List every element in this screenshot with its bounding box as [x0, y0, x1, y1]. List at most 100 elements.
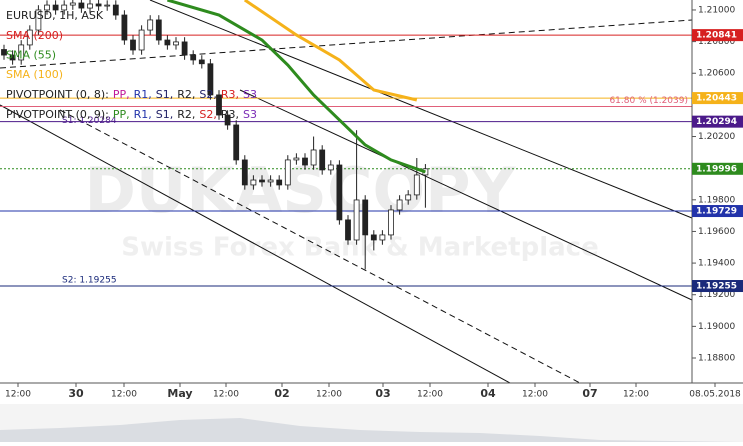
candle-body: [78, 2, 85, 9]
watermark-sub: Swiss Forex Bank & Marketplace: [121, 233, 598, 263]
candle-body: [293, 157, 300, 161]
y-tick-label: 1.20600: [698, 69, 735, 79]
candle-body: [207, 63, 214, 96]
x-tick-label: 12:00: [316, 390, 342, 400]
candle-body: [198, 59, 205, 65]
y-tick-label: 1.19200: [698, 290, 735, 300]
s1-label: S1: 1.20284: [62, 116, 117, 126]
candle-body: [310, 149, 317, 166]
channel-line: [239, 89, 693, 301]
candle-body: [9, 54, 16, 61]
y-tick-label: 1.20800: [698, 37, 735, 47]
candle-body: [302, 157, 308, 166]
level-box: [692, 162, 743, 175]
candle-body: [35, 9, 42, 31]
candle-body: [276, 179, 283, 186]
candle-body: [327, 164, 334, 171]
pivot-legend: R1,: [134, 88, 152, 101]
s2-label: S2: 1.19255: [62, 276, 117, 286]
channel-line: [149, 0, 693, 219]
x-tick-label: 04: [480, 387, 496, 400]
candle-body: [44, 4, 50, 11]
x-tick-label: 12:00: [213, 390, 239, 400]
channel-line: [0, 104, 511, 384]
candle-body: [155, 19, 162, 41]
pivot-legend: S3: [243, 88, 257, 101]
candle-body: [370, 234, 377, 241]
x-tick-label: 30: [68, 387, 84, 400]
pivot-legend: S2,: [199, 108, 216, 121]
candle-body: [267, 179, 274, 183]
candle-body: [181, 41, 188, 56]
candle-body: [241, 159, 248, 186]
y-tick-label: 1.21000: [698, 5, 735, 15]
sma-line: [243, 0, 418, 102]
pivot-legend: PP,: [113, 88, 130, 101]
level-label: 1.19996: [696, 164, 737, 174]
legend-entry: SMA (200): [6, 29, 63, 42]
candle-body: [26, 29, 33, 46]
candle-body: [250, 179, 257, 186]
pivot-legend: R1,: [134, 108, 152, 121]
pivot-legend: S2,: [199, 88, 216, 101]
x-tick-label: 07: [582, 387, 597, 400]
fib-label: 61.80 % (1.2039): [609, 96, 688, 106]
level-box: [692, 115, 743, 128]
candle-body: [69, 2, 76, 6]
x-tick-label: 12:00: [111, 390, 137, 400]
pivot-legend: R2,: [177, 108, 195, 121]
pivot-legend: PP,: [113, 108, 130, 121]
candle-body: [121, 14, 128, 41]
trend-line: [0, 19, 693, 69]
candle-body: [61, 4, 68, 11]
legend-title: EURUSD, 1H, ASK: [6, 9, 104, 22]
candle-body: [233, 124, 240, 161]
level-label: 1.19729: [696, 207, 737, 217]
y-tick-label: 1.19400: [698, 259, 735, 269]
pivot-legend: R2,: [177, 88, 195, 101]
candle-body: [319, 149, 326, 171]
pivot-legend: PIVOTPOINT (0, 9):: [6, 108, 109, 121]
candle-body: [224, 114, 231, 126]
x-tick-label: May: [167, 387, 192, 400]
candle-body: [284, 159, 291, 186]
y-tick-label: 1.19600: [698, 227, 735, 237]
x-tick-label: 12:00: [417, 390, 443, 400]
level-label: 1.19255: [696, 282, 737, 292]
candle-body: [18, 44, 25, 61]
x-tick-label: 08.05.2018: [689, 390, 741, 400]
legend-entry: SMA (100): [6, 68, 63, 81]
level-label: 1.20841: [696, 31, 737, 41]
plot: [0, 0, 692, 287]
x-tick-label: 12:00: [5, 390, 31, 400]
candle-body: [396, 199, 403, 211]
level-box: [692, 29, 743, 42]
pivot-legend: S1,: [156, 108, 173, 121]
candle-body: [52, 4, 59, 11]
x-tick-label: 02: [274, 387, 289, 400]
level-label: 1.20443: [696, 94, 737, 104]
level-box: [692, 205, 743, 218]
sma-line: [166, 0, 426, 174]
navigator-area: [0, 418, 743, 442]
candle-body: [130, 39, 136, 51]
candle-body: [388, 209, 394, 236]
pivot-legend: S1,: [156, 88, 173, 101]
candle-body: [216, 94, 222, 116]
level-box: [692, 280, 743, 293]
candle-body: [413, 174, 420, 196]
candle-body: [87, 3, 93, 9]
legend-entry: SMA (55): [6, 49, 56, 62]
candle-body: [345, 219, 351, 241]
candle-body: [147, 19, 154, 31]
candle-body: [1, 49, 7, 56]
pivot-legend: R3,: [221, 88, 239, 101]
candle-body: [362, 199, 369, 236]
y-tick-label: 1.20200: [698, 132, 735, 142]
candle-body: [353, 199, 360, 241]
candle-body: [379, 234, 386, 241]
level-label: 1.20294: [696, 117, 737, 127]
candle-body: [104, 4, 111, 7]
